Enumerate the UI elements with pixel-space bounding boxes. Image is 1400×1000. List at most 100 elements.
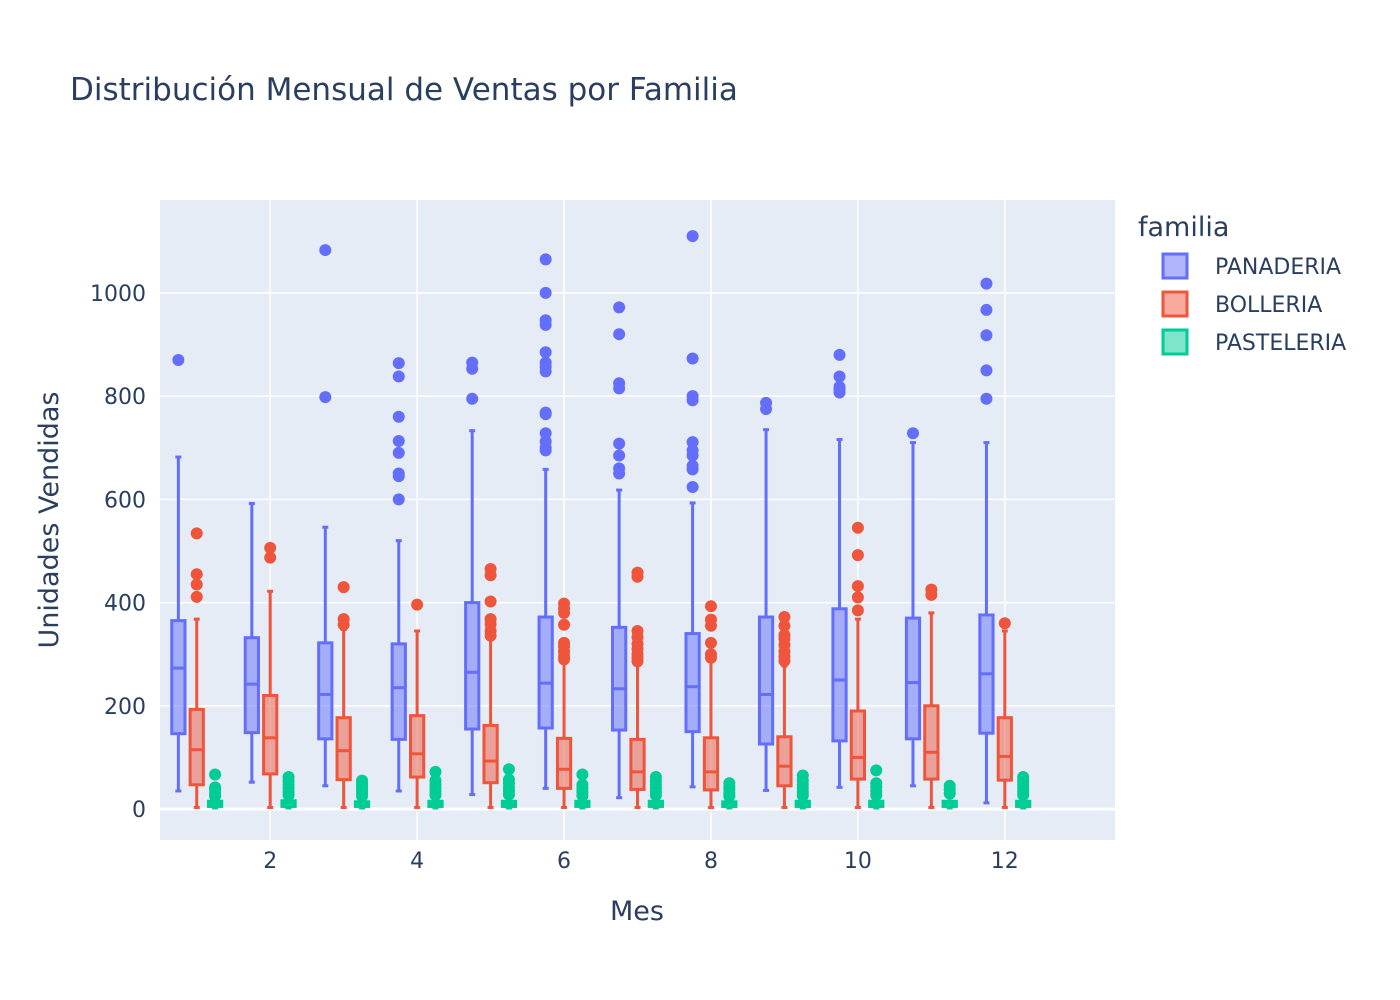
- outlier-point: [833, 348, 846, 361]
- outlier-point: [392, 370, 405, 383]
- y-tick-label: 400: [104, 592, 146, 617]
- outlier-point: [172, 354, 185, 366]
- x-tick-label: 12: [991, 849, 1019, 874]
- outlier-point: [484, 595, 497, 608]
- box-iqr: [629, 737, 646, 791]
- outlier-point: [906, 427, 919, 440]
- box-iqr: [464, 601, 481, 731]
- y-axis-title: Unidades Vendidas: [34, 392, 65, 649]
- outlier-point: [539, 253, 552, 266]
- outlier-point: [613, 437, 626, 450]
- box-iqr: [317, 641, 334, 741]
- outlier-point: [502, 763, 515, 776]
- outlier-point: [796, 769, 809, 782]
- x-axis-ticks: 2 4 6 8 10 12: [263, 849, 1019, 874]
- legend-item-label: BOLLERIA: [1215, 293, 1322, 318]
- outlier-point: [851, 521, 864, 534]
- box-iqr: [335, 716, 352, 782]
- outlier-point: [392, 435, 405, 448]
- outlier-point: [392, 493, 405, 506]
- y-tick-label: 800: [104, 385, 146, 410]
- outlier-point: [686, 390, 699, 403]
- box-iqr: [776, 735, 793, 788]
- legend-swatch: [1161, 290, 1189, 318]
- box-iqr: [390, 642, 407, 741]
- x-axis-title: Mes: [610, 896, 664, 927]
- y-tick-label: 0: [132, 798, 146, 823]
- outlier-point: [356, 774, 369, 787]
- x-tick-label: 8: [704, 849, 718, 874]
- legend-title: familia: [1138, 212, 1229, 243]
- outlier-point: [190, 568, 203, 581]
- y-tick-label: 600: [104, 488, 146, 513]
- box-iqr: [904, 616, 922, 741]
- outlier-point: [209, 768, 222, 781]
- outlier-point: [539, 314, 552, 327]
- outlier-point: [502, 773, 515, 786]
- outlier-point: [704, 648, 717, 661]
- outlier-point: [980, 364, 993, 377]
- legend-item-label: PANADERIA: [1215, 255, 1341, 280]
- y-axis-ticks: 0 200 400 600 800 1000: [90, 282, 146, 823]
- outlier-point: [980, 392, 993, 405]
- outlier-point: [833, 370, 846, 383]
- outlier-point: [558, 597, 571, 610]
- x-tick-label: 2: [263, 849, 277, 874]
- outlier-point: [686, 480, 699, 493]
- box-iqr: [923, 704, 940, 781]
- outlier-point: [851, 591, 864, 604]
- outlier-point: [943, 779, 956, 792]
- outlier-point: [686, 230, 699, 243]
- box-series: [170, 230, 1032, 810]
- outlier-point: [833, 380, 846, 393]
- x-tick-label: 6: [557, 849, 571, 874]
- box-iqr: [702, 736, 720, 792]
- box-iqr: [555, 736, 573, 790]
- outlier-point: [686, 352, 699, 365]
- outlier-point: [723, 777, 736, 790]
- outlier-point: [337, 581, 350, 594]
- outlier-point: [778, 611, 791, 624]
- outlier-point: [209, 781, 222, 794]
- outlier-point: [576, 768, 589, 781]
- outlier-point: [778, 619, 791, 632]
- outlier-point: [319, 391, 332, 404]
- outlier-point: [558, 618, 571, 631]
- outlier-point: [337, 613, 350, 626]
- box-iqr: [170, 619, 187, 736]
- box-iqr: [409, 714, 426, 779]
- box-iqr: [611, 625, 628, 732]
- x-tick-label: 10: [844, 849, 872, 874]
- outlier-point: [484, 613, 497, 626]
- outlier-point: [686, 436, 699, 449]
- outlier-point: [686, 444, 699, 457]
- outlier-point: [870, 777, 883, 790]
- x-tick-label: 4: [410, 849, 424, 874]
- y-tick-label: 200: [104, 695, 146, 720]
- outlier-point: [851, 580, 864, 593]
- box-iqr: [831, 607, 848, 743]
- outlier-point: [686, 459, 699, 472]
- outlier-point: [576, 778, 589, 791]
- legend-swatch: [1161, 252, 1189, 280]
- outlier-point: [704, 636, 717, 649]
- outlier-point: [429, 765, 442, 778]
- outlier-point: [851, 604, 864, 617]
- outlier-point: [704, 613, 717, 626]
- chart-title: Distribución Mensual de Ventas por Famil…: [70, 72, 738, 108]
- outlier-point: [558, 636, 571, 649]
- outlier-point: [1017, 771, 1030, 784]
- box-iqr: [996, 716, 1013, 782]
- outlier-point: [613, 301, 626, 314]
- outlier-point: [613, 328, 626, 341]
- legend-swatch: [1161, 328, 1189, 356]
- outlier-point: [704, 600, 717, 613]
- box-iqr: [188, 707, 205, 787]
- outlier-point: [925, 583, 938, 596]
- outlier-point: [870, 764, 883, 777]
- outlier-point: [466, 356, 479, 369]
- outlier-point: [392, 410, 405, 423]
- y-tick-label: 1000: [90, 282, 146, 307]
- legend: familia PANADERIA BOLLERIA PASTELERIA: [1138, 212, 1346, 356]
